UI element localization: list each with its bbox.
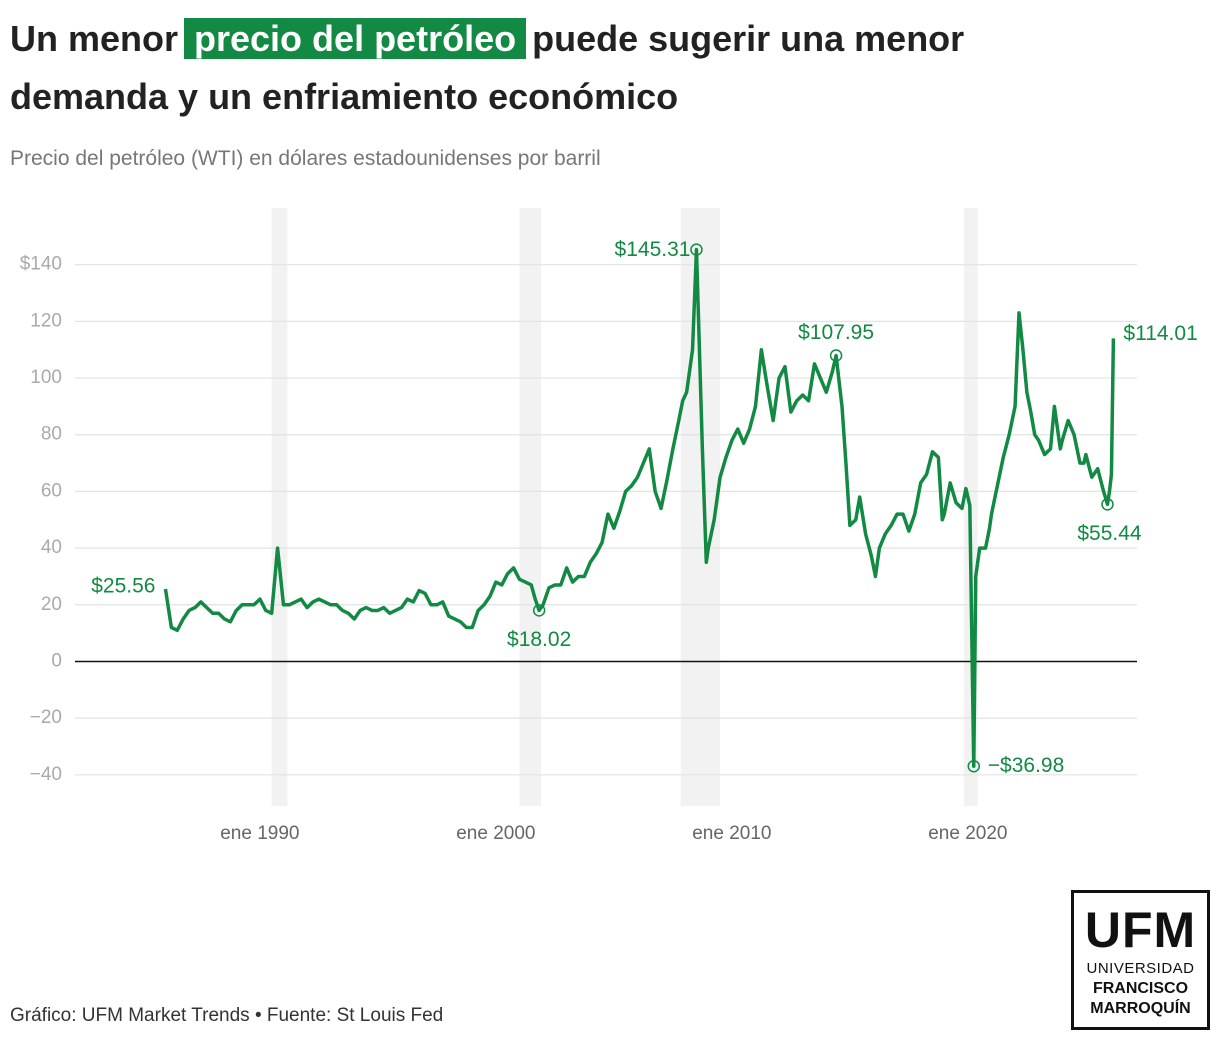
- x-tick-label: ene 2010: [692, 823, 771, 844]
- line: [163, 247, 1116, 769]
- x-tick-label: ene 2000: [456, 823, 535, 844]
- logo-mark: UFM: [1084, 902, 1197, 958]
- y-tick-label: 100: [30, 367, 62, 388]
- y-tick-label: 80: [41, 424, 62, 445]
- annotation-label: $114.01: [1123, 322, 1197, 345]
- annotation-marker: [829, 349, 843, 362]
- x-tick-label: ene 2020: [928, 823, 1007, 844]
- y-tick-label: $140: [20, 254, 62, 275]
- recession-band: [271, 208, 288, 806]
- annotation-marker: [532, 604, 546, 617]
- annotation-label: $25.56: [91, 575, 155, 598]
- title-highlight: precio del petróleo: [184, 18, 527, 59]
- y-tick-label: 0: [51, 650, 62, 671]
- title-text: puede sugerir una menor: [532, 18, 965, 59]
- annotation-label: $145.31: [615, 238, 691, 261]
- recession-band: [519, 208, 542, 806]
- title-text: Un menor: [10, 18, 179, 59]
- x-tick-label: ene 1990: [220, 823, 299, 844]
- y-tick-label: 120: [30, 310, 62, 331]
- logo: UFM UNIVERSIDAD FRANCISCO MARROQUÍN: [1071, 890, 1210, 1030]
- logo-text: FRANCISCO: [1092, 980, 1189, 997]
- title-line: demanda y un enfriamiento económico: [10, 76, 679, 117]
- recession-band: [680, 208, 721, 806]
- y-tick-label: −20: [30, 707, 62, 728]
- y-tick-label: 40: [41, 537, 62, 558]
- annotation-marker: [1101, 498, 1114, 511]
- annotation-marker: [690, 243, 703, 256]
- annotation-label: $55.44: [1077, 522, 1142, 545]
- annotation-label: $18.02: [507, 628, 571, 651]
- y-tick-label: 20: [41, 594, 62, 615]
- annotation-label: $107.95: [798, 321, 874, 344]
- annotation-label: −$36.98: [988, 754, 1064, 777]
- title: Un menor precio del petróleo puede sugerir…: [10, 10, 964, 126]
- logo-text: UNIVERSIDAD: [1086, 960, 1195, 977]
- subtitle: Precio del petróleo (WTI) en dólares est…: [10, 147, 601, 170]
- annotation-marker: [967, 760, 981, 773]
- y-tick-label: 60: [41, 480, 62, 501]
- y-tick-label: −40: [30, 764, 62, 785]
- source: Gráfico: UFM Market Trends • Fuente: St …: [10, 1005, 444, 1026]
- logo-text: MARROQUÍN: [1090, 1000, 1191, 1017]
- title-line: Un menor precio del petróleo puede sugerir…: [10, 10, 964, 68]
